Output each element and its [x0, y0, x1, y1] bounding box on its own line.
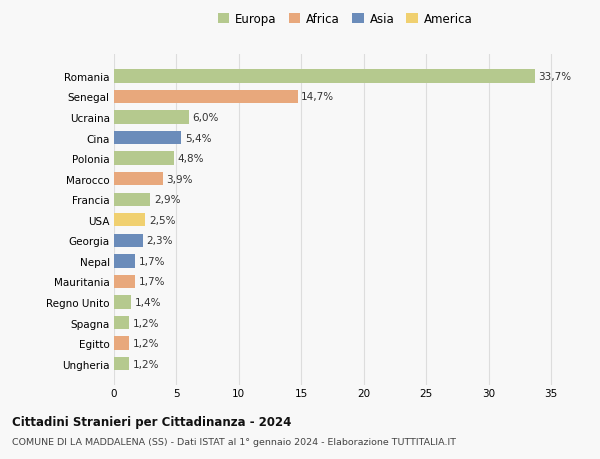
Bar: [114, 316, 129, 330]
Bar: [114, 90, 298, 104]
Text: Cittadini Stranieri per Cittadinanza - 2024: Cittadini Stranieri per Cittadinanza - 2…: [12, 415, 292, 428]
Text: 1,4%: 1,4%: [135, 297, 162, 308]
Text: 2,9%: 2,9%: [154, 195, 181, 205]
Text: 6,0%: 6,0%: [193, 113, 219, 123]
Legend: Europa, Africa, Asia, America: Europa, Africa, Asia, America: [213, 8, 477, 30]
Bar: [114, 296, 131, 309]
Bar: [114, 111, 189, 124]
Text: 14,7%: 14,7%: [301, 92, 334, 102]
Text: 3,9%: 3,9%: [166, 174, 193, 185]
Text: COMUNE DI LA MADDALENA (SS) - Dati ISTAT al 1° gennaio 2024 - Elaborazione TUTTI: COMUNE DI LA MADDALENA (SS) - Dati ISTAT…: [12, 437, 456, 446]
Bar: [114, 234, 143, 247]
Bar: [114, 152, 174, 165]
Text: 4,8%: 4,8%: [178, 154, 204, 164]
Bar: [114, 337, 129, 350]
Text: 1,2%: 1,2%: [133, 318, 159, 328]
Bar: [114, 173, 163, 186]
Text: 1,2%: 1,2%: [133, 338, 159, 348]
Text: 1,7%: 1,7%: [139, 256, 166, 266]
Text: 1,7%: 1,7%: [139, 277, 166, 287]
Bar: [114, 255, 135, 268]
Bar: [114, 193, 150, 207]
Text: 33,7%: 33,7%: [539, 72, 572, 82]
Text: 1,2%: 1,2%: [133, 359, 159, 369]
Text: 2,5%: 2,5%: [149, 215, 175, 225]
Bar: [114, 213, 145, 227]
Bar: [114, 70, 535, 84]
Bar: [114, 132, 181, 145]
Bar: [114, 275, 135, 289]
Bar: [114, 357, 129, 370]
Text: 2,3%: 2,3%: [146, 236, 173, 246]
Text: 5,4%: 5,4%: [185, 133, 212, 143]
